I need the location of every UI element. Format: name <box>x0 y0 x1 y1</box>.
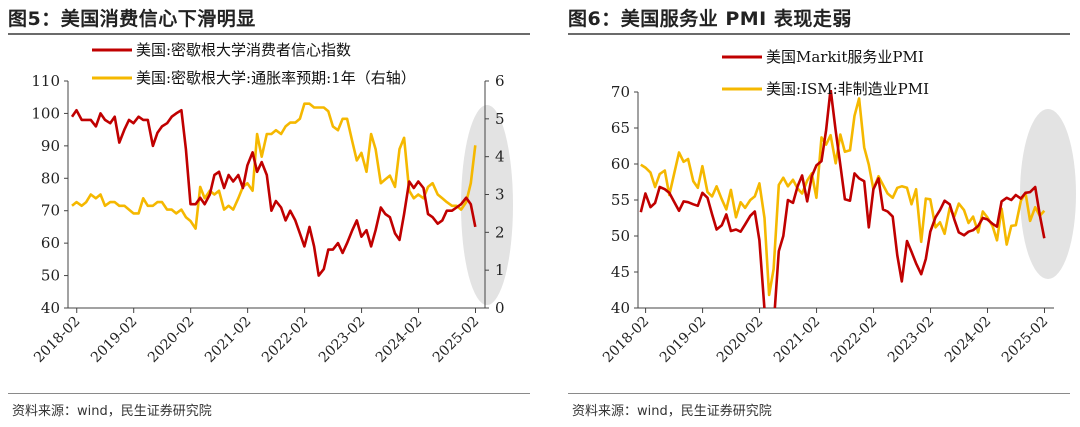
series-line-primary <box>639 90 1046 308</box>
x-tick-label: 2021-02 <box>202 314 254 366</box>
x-tick-label: 2024-02 <box>942 314 994 366</box>
x-tick-label: 2024-02 <box>373 314 425 366</box>
x-tick-label: 2018-02 <box>600 314 652 366</box>
x-tick-label: 2025-02 <box>430 314 482 366</box>
y-tick-label-left: 40 <box>41 299 60 317</box>
y-tick-label-left: 70 <box>611 83 630 101</box>
y-tick-label-left: 70 <box>41 202 60 220</box>
y-tick-label-left: 60 <box>611 155 630 173</box>
y-tick-label-left: 55 <box>611 191 630 209</box>
y-tick-label-left: 60 <box>41 234 60 252</box>
y-tick-label-right: 4 <box>495 148 505 166</box>
x-tick-label: 2020-02 <box>145 314 197 366</box>
y-tick-label-left: 110 <box>31 72 60 90</box>
source-note: 资料来源：wind，民生证券研究院 <box>12 404 212 419</box>
x-tick-label: 2020-02 <box>714 314 766 366</box>
title-rule <box>568 33 1070 35</box>
y-tick-label-right: 2 <box>495 223 505 241</box>
source-rule <box>8 393 530 394</box>
y-tick-label-left: 65 <box>611 119 630 137</box>
y-tick-label-left: 40 <box>611 299 630 317</box>
x-tick-label: 2019-02 <box>657 314 709 366</box>
x-tick-label: 2022-02 <box>828 314 880 366</box>
line-chart-services-pmi: 40 45 50 55 60 65 70 2018-02 2019-02 2020-02 2021-… <box>600 48 1076 366</box>
y-tick-label-left: 80 <box>41 169 60 187</box>
highlight-ellipse <box>1020 109 1076 279</box>
x-tick-label: 2023-02 <box>885 314 937 366</box>
x-tick-label: 2021-02 <box>771 314 823 366</box>
source-note: 资料来源：wind，民生证券研究院 <box>572 404 772 419</box>
title-rule <box>8 33 530 35</box>
legend-label: 美国Markit服务业PMI <box>766 48 924 66</box>
y-tick-label-right: 1 <box>495 261 505 279</box>
y-tick-label-left: 50 <box>611 227 630 245</box>
legend-label: 美国:ISM:非制造业PMI <box>766 80 929 98</box>
y-tick-label-right: 3 <box>495 186 505 204</box>
series-line-secondary <box>640 97 1046 297</box>
figure-title: 图6：美国服务业 PMI 表现走弱 <box>568 8 852 30</box>
y-tick-label-left: 50 <box>41 267 60 285</box>
highlight-ellipse <box>461 105 513 305</box>
y-tick-label-right: 0 <box>495 299 505 317</box>
chart-panel-services-pmi: 图6：美国服务业 PMI 表现走弱 40 45 50 55 60 65 70 2018-02 2… <box>560 0 1080 427</box>
x-tick-label: 2023-02 <box>316 314 368 366</box>
x-tick-label: 2019-02 <box>88 314 140 366</box>
y-tick-label-right: 5 <box>495 110 505 128</box>
legend-label: 美国:密歇根大学消费者信心指数 <box>136 41 351 59</box>
series-line-primary <box>70 108 477 277</box>
x-tick-label: 2025-02 <box>999 314 1051 366</box>
chart-panel-consumer-confidence: 图5：美国消费信心下滑明显 40 50 60 70 80 90 100 110 0 1 2 3 4 5 6 2… <box>8 8 530 419</box>
y-tick-label-left: 100 <box>31 104 60 122</box>
y-tick-label-right: 6 <box>495 72 505 90</box>
y-tick-label-left: 45 <box>611 263 630 281</box>
y-tick-label-left: 90 <box>41 137 60 155</box>
legend-label: 美国:密歇根大学:通胀率预期:1年（右轴） <box>136 69 416 87</box>
x-tick-label: 2018-02 <box>31 314 83 366</box>
source-rule <box>568 393 1070 394</box>
x-tick-label: 2022-02 <box>259 314 311 366</box>
figure-title: 图5：美国消费信心下滑明显 <box>8 8 256 30</box>
